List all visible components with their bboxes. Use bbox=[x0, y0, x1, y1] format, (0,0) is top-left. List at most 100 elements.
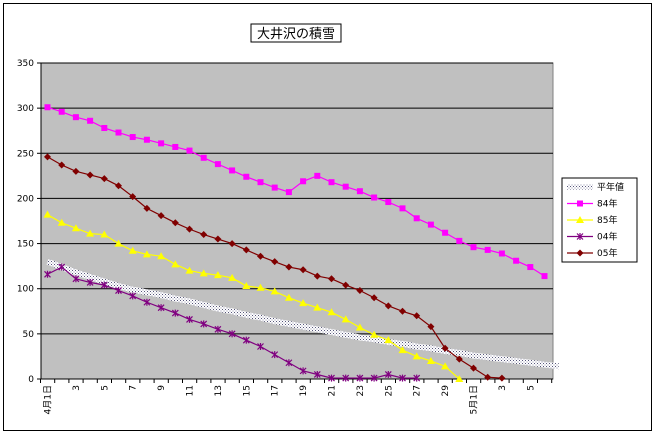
data-point bbox=[413, 215, 420, 222]
plot-area bbox=[40, 62, 554, 380]
data-point bbox=[58, 263, 66, 271]
x-tick-label: 5月1日 bbox=[469, 385, 480, 414]
y-tick-label: 200 bbox=[17, 194, 34, 204]
data-point bbox=[427, 221, 434, 228]
data-point bbox=[356, 287, 364, 295]
data-point bbox=[100, 175, 108, 183]
data-point bbox=[412, 352, 421, 360]
data-point bbox=[242, 246, 250, 254]
data-point bbox=[115, 287, 122, 295]
y-tick-label: 0 bbox=[28, 375, 34, 385]
data-point bbox=[513, 257, 520, 264]
data-point bbox=[72, 114, 79, 121]
data-point bbox=[371, 194, 378, 201]
data-point bbox=[498, 250, 505, 257]
data-point bbox=[370, 330, 379, 338]
data-point bbox=[413, 312, 421, 320]
data-point bbox=[299, 367, 307, 375]
legend-marker bbox=[576, 233, 584, 240]
x-tick-label: 9 bbox=[157, 385, 167, 391]
y-tick-label: 50 bbox=[23, 330, 35, 340]
data-point bbox=[228, 330, 236, 338]
data-point bbox=[271, 258, 279, 266]
data-point bbox=[143, 204, 151, 212]
data-point bbox=[115, 129, 122, 136]
data-point bbox=[128, 246, 137, 254]
data-point bbox=[341, 315, 350, 323]
legend-label: 84年 bbox=[597, 198, 617, 210]
legend-item: 平年値 bbox=[567, 181, 624, 193]
x-tick-label: 19 bbox=[299, 385, 309, 397]
x-tick-label: 27 bbox=[413, 385, 423, 396]
data-point bbox=[299, 299, 308, 307]
data-point bbox=[442, 229, 449, 236]
data-point bbox=[200, 231, 208, 239]
legend-marker bbox=[577, 200, 583, 207]
y-tick-label: 300 bbox=[17, 104, 34, 114]
x-tick-label: 7 bbox=[129, 385, 139, 391]
data-point bbox=[71, 224, 80, 232]
data-point bbox=[399, 374, 406, 382]
data-point bbox=[356, 374, 364, 382]
data-point bbox=[327, 308, 336, 316]
data-point bbox=[157, 304, 165, 312]
x-tick-label: 4月1日 bbox=[43, 385, 54, 414]
data-point bbox=[328, 179, 335, 186]
x-tick-label: 5 bbox=[526, 385, 536, 391]
data-point bbox=[285, 263, 293, 271]
series-line-heikin bbox=[46, 258, 560, 370]
data-point bbox=[229, 167, 236, 174]
data-point bbox=[58, 161, 66, 169]
data-point bbox=[370, 374, 378, 382]
x-tick-label: 3 bbox=[72, 385, 82, 391]
data-point bbox=[342, 374, 350, 382]
legend-item: 84年 bbox=[567, 198, 617, 210]
x-tick-label: 17 bbox=[271, 385, 281, 396]
data-point bbox=[342, 183, 349, 190]
data-point bbox=[43, 210, 52, 218]
data-point bbox=[72, 275, 80, 283]
data-point bbox=[143, 298, 151, 306]
data-point bbox=[114, 239, 123, 247]
data-point bbox=[328, 275, 335, 283]
data-point bbox=[470, 364, 477, 372]
data-point bbox=[384, 302, 392, 310]
data-point bbox=[44, 104, 51, 111]
data-point bbox=[441, 344, 449, 352]
data-point bbox=[284, 293, 293, 301]
data-point bbox=[455, 355, 463, 363]
legend-label: 04年 bbox=[597, 231, 617, 243]
data-point bbox=[342, 281, 350, 289]
x-tick-label: 29 bbox=[441, 385, 451, 397]
data-point bbox=[44, 270, 51, 278]
x-tick-label: 21 bbox=[328, 385, 338, 396]
x-tick-label: 3 bbox=[498, 385, 508, 391]
x-tick-label: 11 bbox=[186, 385, 196, 396]
data-point bbox=[186, 147, 193, 154]
data-point bbox=[313, 272, 321, 280]
legend-label: 05年 bbox=[597, 247, 617, 259]
data-point bbox=[185, 266, 194, 274]
data-point bbox=[100, 281, 108, 289]
x-tick-label: 15 bbox=[242, 385, 252, 396]
x-tick-label: 5 bbox=[100, 385, 110, 391]
data-point bbox=[257, 342, 264, 350]
data-point bbox=[455, 375, 464, 382]
data-point bbox=[171, 219, 179, 227]
data-point bbox=[285, 189, 292, 196]
y-tick-label: 350 bbox=[17, 59, 34, 69]
data-point bbox=[129, 134, 136, 141]
x-tick-label: 23 bbox=[356, 385, 366, 396]
legend-marker bbox=[576, 249, 584, 257]
data-point bbox=[57, 218, 66, 226]
data-point bbox=[355, 323, 364, 331]
x-tick-label: 13 bbox=[214, 385, 224, 396]
data-point bbox=[72, 167, 80, 175]
data-point bbox=[115, 182, 122, 190]
data-point bbox=[172, 143, 179, 150]
data-point bbox=[314, 172, 321, 179]
data-point bbox=[399, 307, 406, 315]
data-point bbox=[470, 244, 477, 251]
legend-item: 85年 bbox=[567, 214, 617, 226]
